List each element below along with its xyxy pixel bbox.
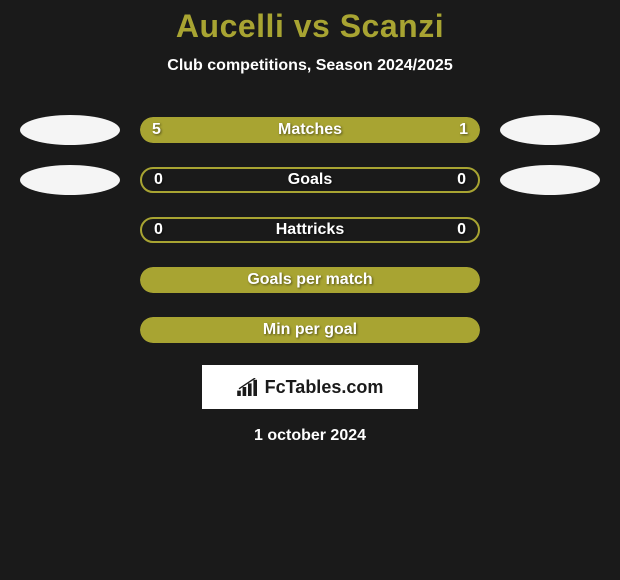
stat-row: 0 0Hattricks xyxy=(0,215,620,245)
stat-rows: 51Matches00Goals00HattricksGoals per mat… xyxy=(0,115,620,345)
stat-value-left: 5 xyxy=(152,121,161,139)
stat-row: Goals per match xyxy=(0,265,620,295)
avatar-spacer xyxy=(20,215,120,245)
player-avatar-right xyxy=(500,165,600,195)
chart-icon xyxy=(237,378,259,396)
stat-row: 51Matches xyxy=(0,115,620,145)
stat-value-right: 1 xyxy=(459,121,468,139)
bar-fill-left xyxy=(140,117,412,143)
bar-fill-full xyxy=(140,267,480,293)
comparison-widget: Aucelli vs Scanzi Club competitions, Sea… xyxy=(0,0,620,445)
avatar-spacer xyxy=(500,215,600,245)
source-logo[interactable]: FcTables.com xyxy=(202,365,418,409)
avatar-spacer xyxy=(500,315,600,345)
stat-label: Goals xyxy=(142,171,478,189)
stat-row: Min per goal xyxy=(0,315,620,345)
avatar-spacer xyxy=(20,265,120,295)
stat-bar: 51Matches xyxy=(140,117,480,143)
stat-bar: 0 0Hattricks xyxy=(140,217,480,243)
stat-bar: Min per goal xyxy=(140,317,480,343)
bar-fill-right xyxy=(412,117,480,143)
stat-label: Hattricks xyxy=(142,221,478,239)
date-label: 1 october 2024 xyxy=(0,427,620,445)
stat-value-left: 0 xyxy=(154,171,163,189)
player-avatar-right xyxy=(500,115,600,145)
page-title: Aucelli vs Scanzi xyxy=(0,8,620,45)
stat-bar: 0 0Goals xyxy=(140,167,480,193)
stat-value-right: 0 xyxy=(457,221,466,239)
stat-row: 0 0Goals xyxy=(0,165,620,195)
bar-fill-full xyxy=(140,317,480,343)
player-avatar-left xyxy=(20,115,120,145)
stat-bar: Goals per match xyxy=(140,267,480,293)
subtitle: Club competitions, Season 2024/2025 xyxy=(0,57,620,75)
logo-text: FcTables.com xyxy=(265,377,384,398)
stat-value-left: 0 xyxy=(154,221,163,239)
avatar-spacer xyxy=(500,265,600,295)
stat-value-right: 0 xyxy=(457,171,466,189)
avatar-spacer xyxy=(20,315,120,345)
player-avatar-left xyxy=(20,165,120,195)
